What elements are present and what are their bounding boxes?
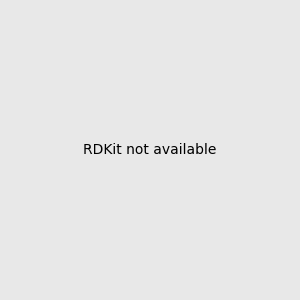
Text: RDKit not available: RDKit not available bbox=[83, 143, 217, 157]
